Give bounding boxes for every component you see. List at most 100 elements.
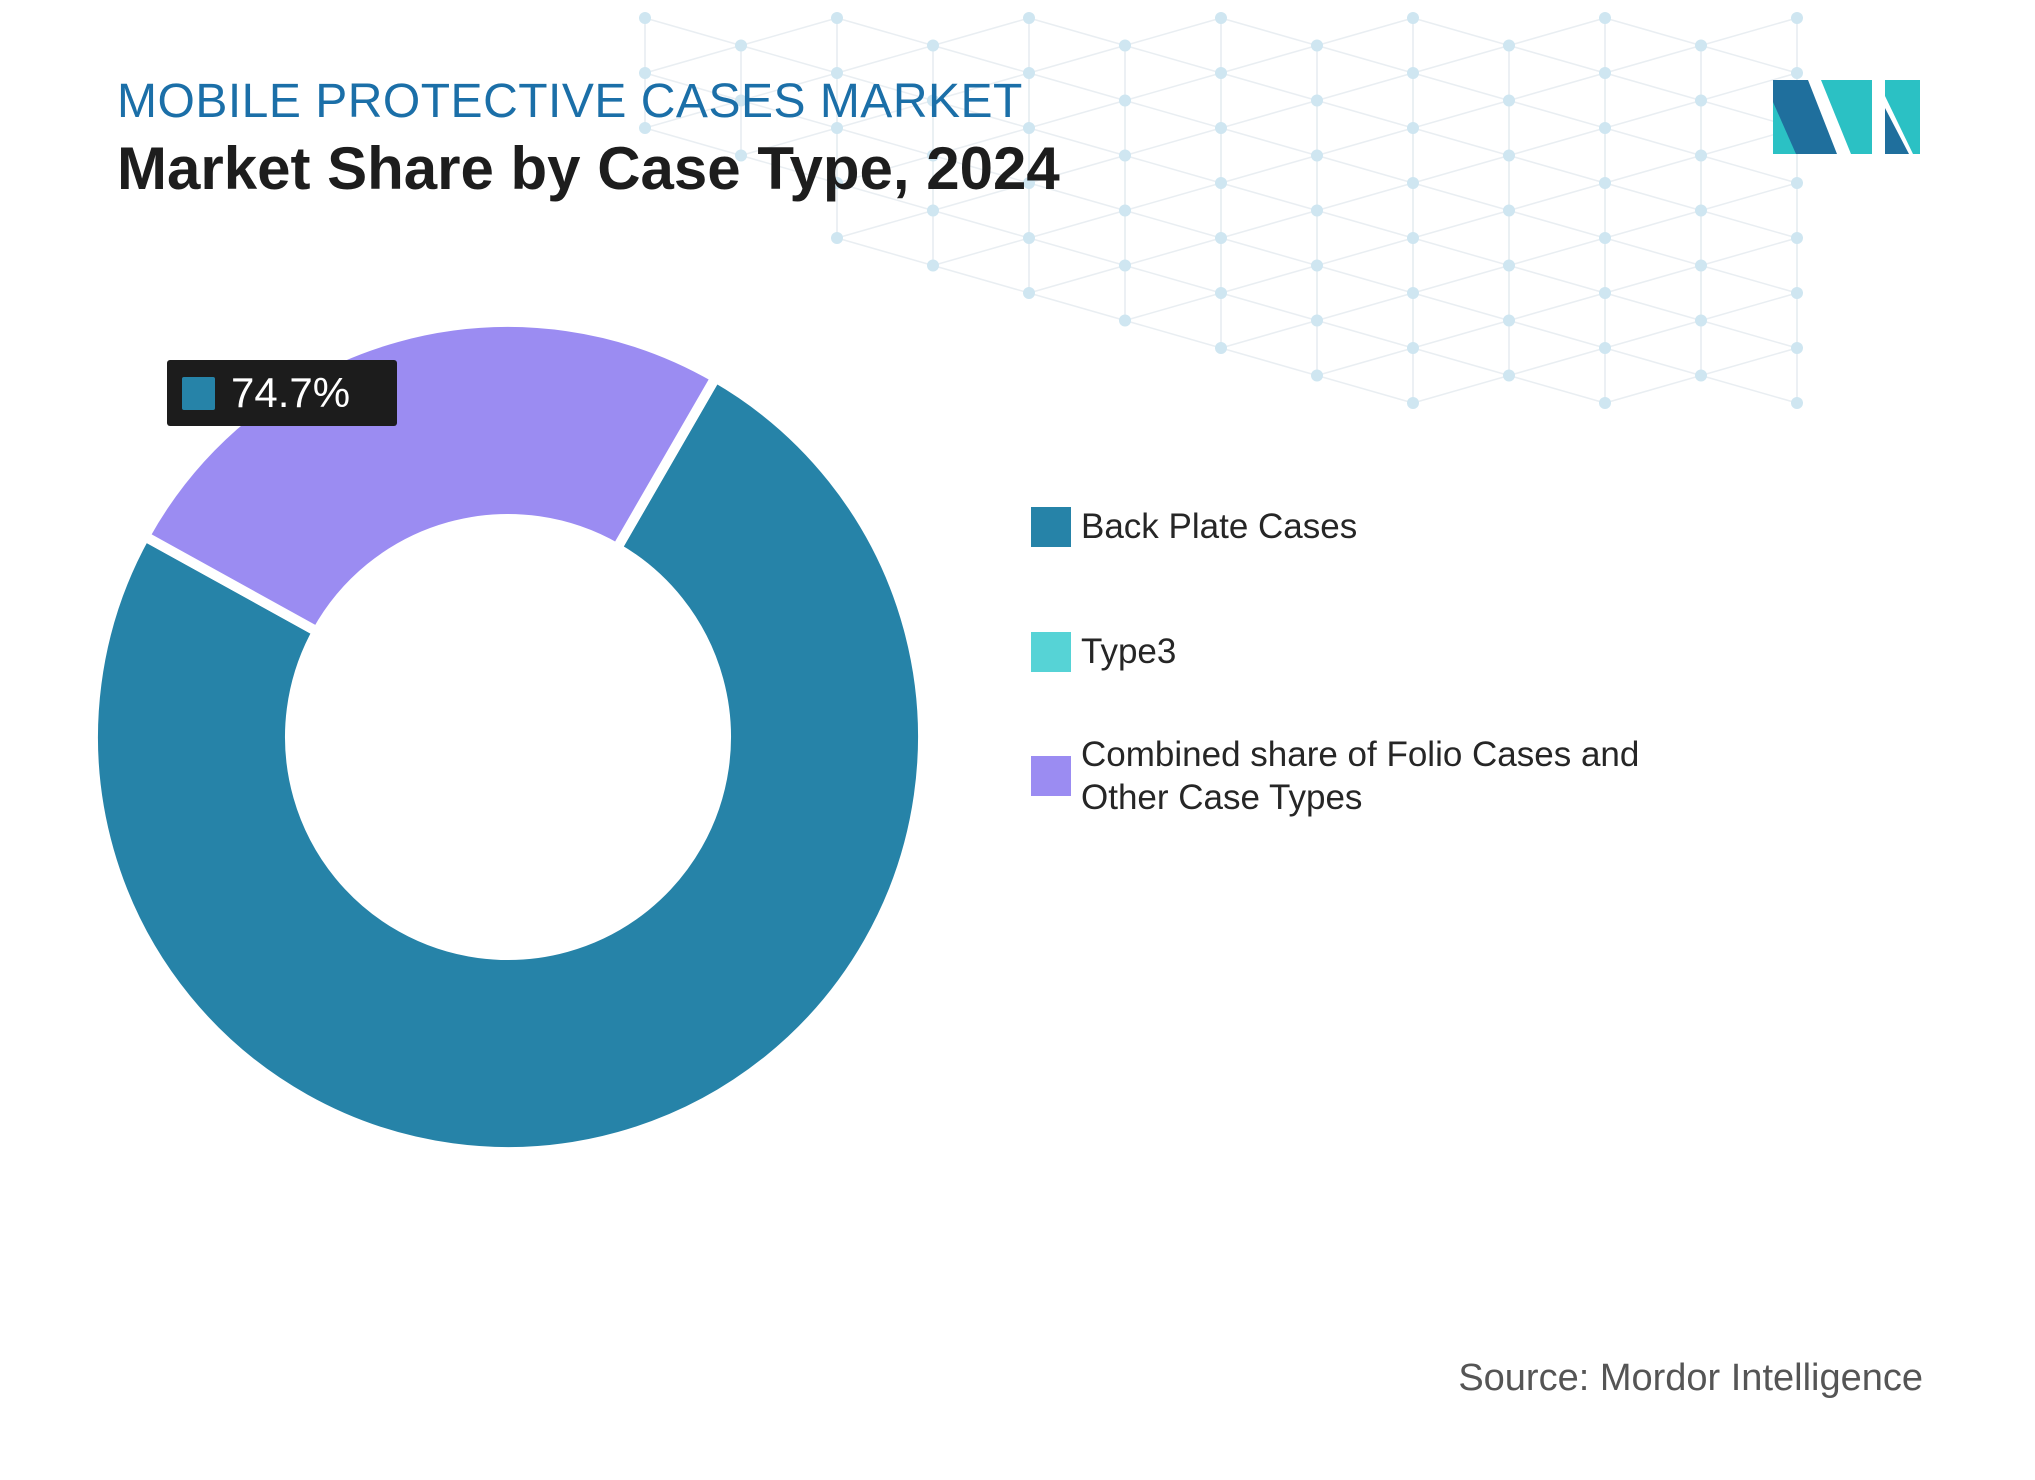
hex-node xyxy=(1695,204,1707,217)
hex-node xyxy=(1503,314,1515,327)
hex-node xyxy=(1311,314,1323,327)
data-label-value: 74.7% xyxy=(231,369,351,416)
legend-item-back-plate-cases: Back Plate Cases xyxy=(1031,505,1681,548)
hex-node xyxy=(1503,94,1515,107)
hex-node xyxy=(1407,12,1419,24)
hex-node xyxy=(1599,12,1611,24)
hex-node xyxy=(1791,67,1803,79)
legend-label: Combined share of Folio Cases and Other … xyxy=(1081,735,1640,817)
legend-swatch xyxy=(1031,631,1071,672)
hex-node xyxy=(927,259,939,272)
legend-item-type3: Type3 xyxy=(1031,630,1681,673)
hex-node xyxy=(1215,232,1227,244)
hex-node xyxy=(1311,204,1323,217)
hex-node xyxy=(1791,177,1803,189)
legend-label: Type3 xyxy=(1081,632,1177,671)
hex-node xyxy=(831,232,843,244)
hex-node xyxy=(1695,314,1707,327)
hex-node xyxy=(1215,287,1227,299)
hex-node xyxy=(1695,259,1707,272)
data-label-back-plate-cases: 74.7% xyxy=(167,360,397,426)
hex-node xyxy=(1119,94,1131,107)
hex-node xyxy=(1695,149,1707,162)
hex-node xyxy=(1023,232,1035,244)
hex-node xyxy=(1407,177,1419,189)
hex-node xyxy=(1119,259,1131,272)
hex-node xyxy=(639,122,651,134)
hex-node xyxy=(1407,342,1419,354)
hex-node xyxy=(1119,149,1131,162)
hex-node xyxy=(1119,39,1131,52)
hex-node xyxy=(1695,369,1707,382)
hex-node xyxy=(1215,122,1227,134)
hex-node xyxy=(927,149,939,162)
chart-supertitle: MOBILE PROTECTIVE CASES MARKET xyxy=(117,75,1023,128)
hex-node xyxy=(1791,12,1803,24)
logo-shape-right xyxy=(1885,80,1920,154)
hex-node xyxy=(1023,287,1035,299)
hex-node xyxy=(1791,397,1803,409)
hex-node xyxy=(1791,342,1803,354)
hex-node xyxy=(1311,39,1323,52)
hex-node xyxy=(831,122,843,134)
data-label-swatch xyxy=(182,376,215,410)
hex-node xyxy=(1311,259,1323,272)
hex-node xyxy=(1791,287,1803,299)
hex-node xyxy=(1695,39,1707,52)
hex-node xyxy=(1599,232,1611,244)
hex-node xyxy=(1599,342,1611,354)
hex-node xyxy=(1023,67,1035,79)
hex-node xyxy=(1503,149,1515,162)
hex-node xyxy=(735,94,747,107)
hex-node xyxy=(1407,67,1419,79)
hex-node xyxy=(1407,232,1419,244)
hex-node xyxy=(1215,67,1227,79)
hex-node xyxy=(735,39,747,52)
hex-node xyxy=(831,67,843,79)
mordor-intelligence-logo xyxy=(1773,80,1920,154)
legend-item-combined-folio-other: Combined share of Folio Cases and Other … xyxy=(1031,733,1681,819)
logo-shape-left xyxy=(1773,80,1837,154)
hex-node xyxy=(1119,314,1131,327)
hex-node xyxy=(639,12,651,24)
hex-node xyxy=(1503,204,1515,217)
legend-swatch xyxy=(1031,506,1071,547)
chart-title: Market Share by Case Type, 2024 xyxy=(117,135,1060,202)
hex-node xyxy=(1503,259,1515,272)
hex-node xyxy=(831,177,843,189)
hex-node xyxy=(639,67,651,79)
hex-node xyxy=(1023,12,1035,24)
hex-node xyxy=(735,149,747,162)
hex-node xyxy=(1407,397,1419,409)
hex-node xyxy=(1311,149,1323,162)
source-note: Source: Mordor Intelligence xyxy=(1458,1357,1923,1399)
hex-node xyxy=(1599,287,1611,299)
hex-node xyxy=(1599,397,1611,409)
logo-shape-right-dark xyxy=(1885,108,1909,154)
hex-node xyxy=(1407,287,1419,299)
hex-node xyxy=(1023,177,1035,189)
hex-node xyxy=(1599,122,1611,134)
slice-back-plate-cases xyxy=(88,370,928,1157)
logo-shape-center xyxy=(1821,80,1872,154)
hex-node xyxy=(1311,94,1323,107)
hex-node xyxy=(927,39,939,52)
legend-label: Back Plate Cases xyxy=(1081,507,1358,546)
logo-shape-mid xyxy=(1773,102,1796,154)
hex-node xyxy=(1695,94,1707,107)
hex-node xyxy=(1599,67,1611,79)
hex-node xyxy=(1791,232,1803,244)
hex-node xyxy=(1311,369,1323,382)
hex-node xyxy=(927,204,939,217)
legend-swatch xyxy=(1031,756,1071,796)
hex-node xyxy=(1503,39,1515,52)
hex-node xyxy=(1215,12,1227,24)
hex-node xyxy=(1023,122,1035,134)
hex-node xyxy=(1215,342,1227,354)
hex-node xyxy=(1407,122,1419,134)
hex-node xyxy=(1215,177,1227,189)
hex-node xyxy=(1599,177,1611,189)
hex-node xyxy=(831,12,843,24)
